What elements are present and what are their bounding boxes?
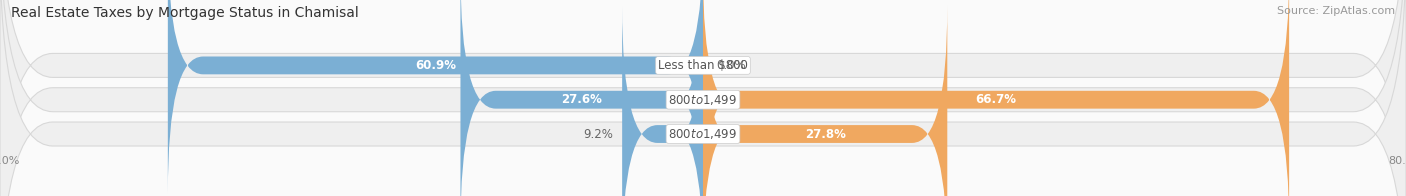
Text: Real Estate Taxes by Mortgage Status in Chamisal: Real Estate Taxes by Mortgage Status in … xyxy=(11,6,359,20)
Text: 0.0%: 0.0% xyxy=(716,59,745,72)
Text: 27.8%: 27.8% xyxy=(804,128,845,141)
FancyBboxPatch shape xyxy=(167,0,703,194)
Text: $800 to $1,499: $800 to $1,499 xyxy=(668,127,738,141)
FancyBboxPatch shape xyxy=(461,0,703,196)
Text: $800 to $1,499: $800 to $1,499 xyxy=(668,93,738,107)
Text: 66.7%: 66.7% xyxy=(976,93,1017,106)
FancyBboxPatch shape xyxy=(621,6,703,196)
Text: Source: ZipAtlas.com: Source: ZipAtlas.com xyxy=(1277,6,1395,16)
FancyBboxPatch shape xyxy=(703,6,948,196)
Text: 60.9%: 60.9% xyxy=(415,59,456,72)
Text: 9.2%: 9.2% xyxy=(583,128,613,141)
Text: Less than $800: Less than $800 xyxy=(658,59,748,72)
Text: 27.6%: 27.6% xyxy=(561,93,602,106)
FancyBboxPatch shape xyxy=(703,0,1289,196)
